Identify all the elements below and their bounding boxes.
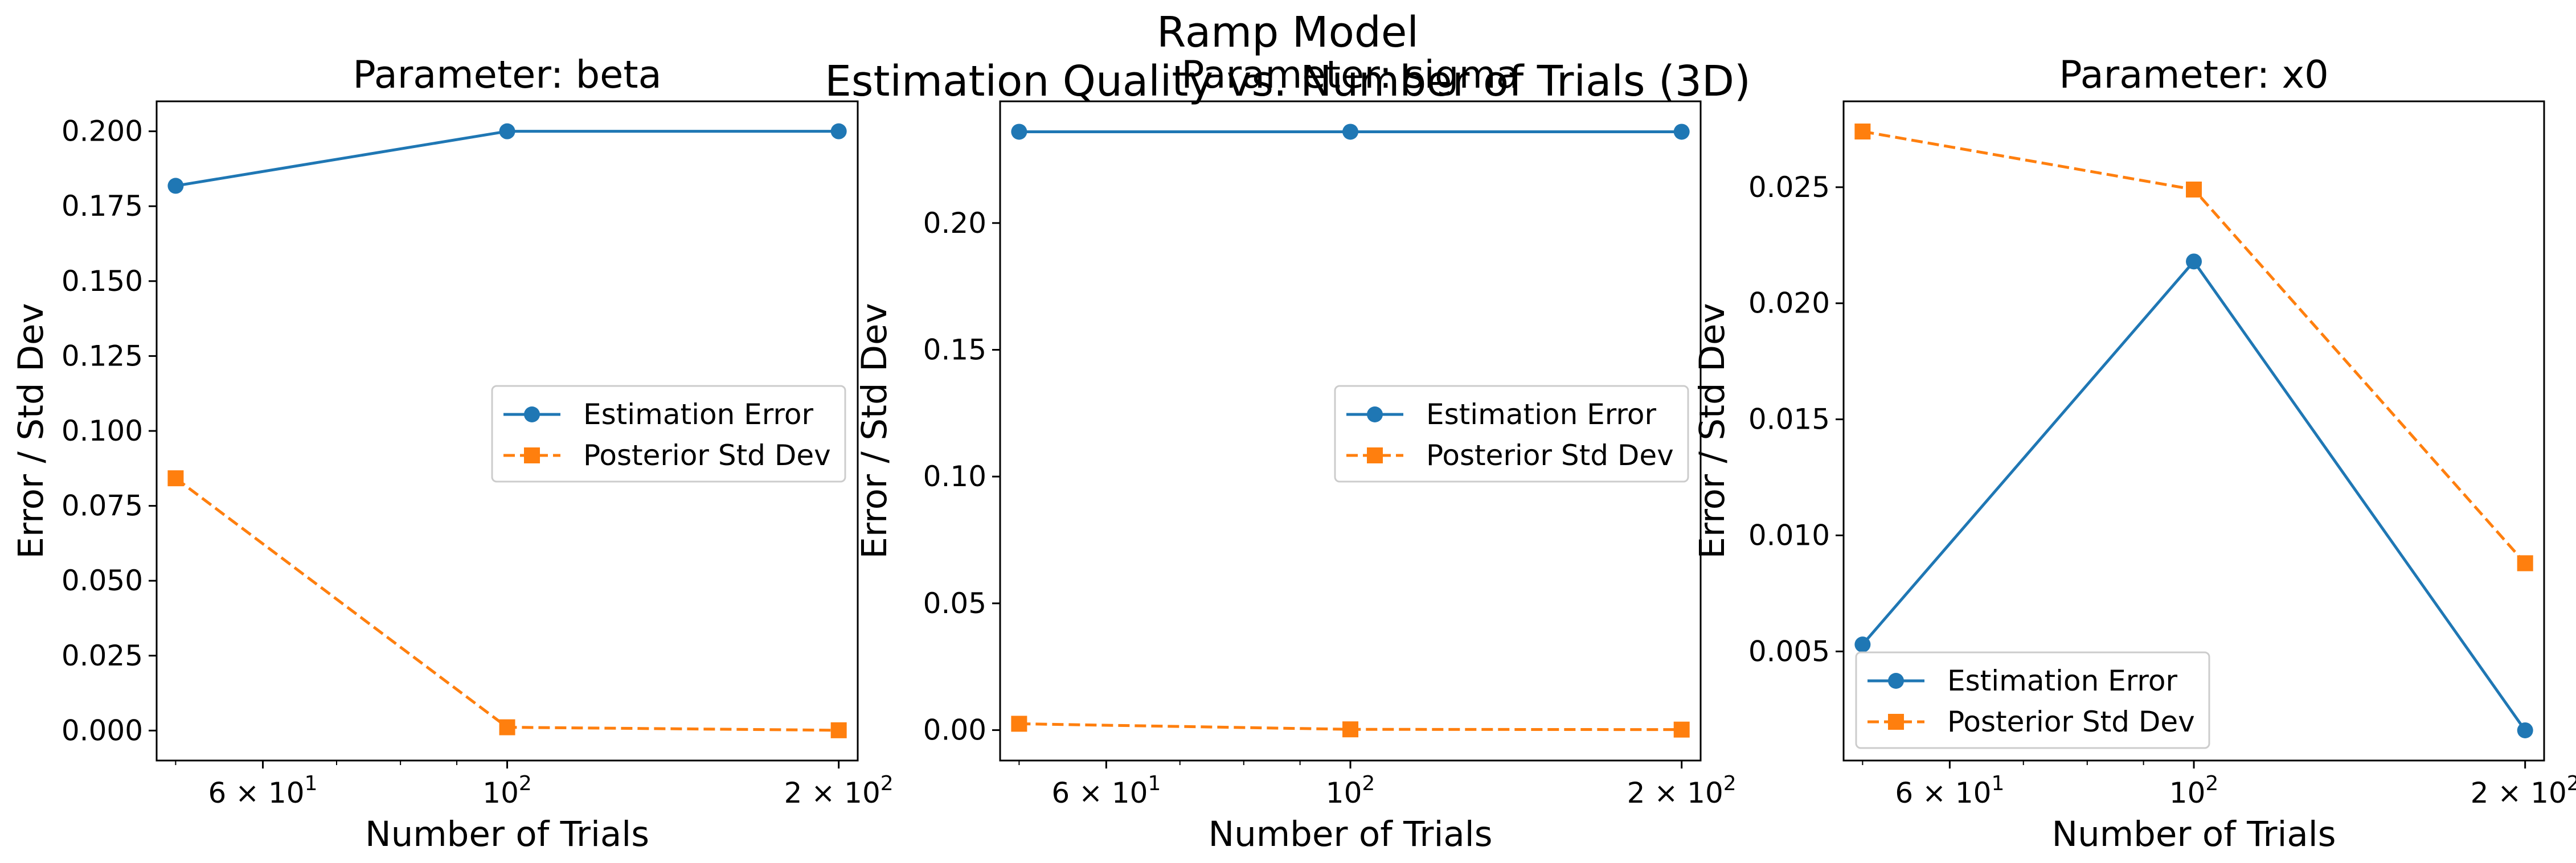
data-point-posterior-std-dev bbox=[830, 722, 847, 738]
legend-box bbox=[491, 385, 846, 483]
x-tick-label: 2 × 102 bbox=[784, 772, 894, 809]
x-tick-label: 6 × 101 bbox=[1051, 772, 1161, 809]
y-tick-label: 0.20 bbox=[923, 207, 986, 240]
y-axis-label: Error / Std Dev bbox=[1692, 303, 1733, 558]
legend-marker bbox=[524, 447, 540, 463]
legend-label: Posterior Std Dev bbox=[583, 439, 831, 472]
y-axis-label: Error / Std Dev bbox=[854, 303, 895, 558]
y-tick-label: 0.05 bbox=[923, 587, 986, 620]
legend: Estimation Error Posterior Std Dev bbox=[1855, 651, 2210, 749]
y-tick-label: 0.100 bbox=[62, 414, 143, 447]
y-tick-label: 0.200 bbox=[62, 115, 143, 148]
axes-frame bbox=[155, 100, 859, 762]
y-tick-label: 0.175 bbox=[62, 190, 143, 223]
x-tick-label: 102 bbox=[2169, 772, 2219, 809]
data-point-estimation-error bbox=[2517, 722, 2533, 738]
legend-label: Estimation Error bbox=[583, 398, 813, 431]
y-tick-label: 0.005 bbox=[1748, 635, 1830, 668]
y-tick-label: 0.15 bbox=[923, 333, 986, 366]
x-tick-label: 102 bbox=[1326, 772, 1375, 809]
x-tick-label: 6 × 101 bbox=[1895, 772, 2004, 809]
data-point-posterior-std-dev bbox=[2517, 555, 2533, 572]
y-tick-label: 0.125 bbox=[62, 339, 143, 372]
figure-title-line-2: Estimation Quality vs. Number of Trials … bbox=[825, 57, 1751, 106]
data-point-posterior-std-dev bbox=[499, 719, 515, 735]
data-point-posterior-std-dev bbox=[167, 470, 184, 487]
data-point-estimation-error bbox=[830, 123, 847, 139]
legend-marker bbox=[524, 406, 540, 422]
series-line-estimation-error bbox=[175, 130, 839, 187]
y-tick-label: 0.025 bbox=[62, 639, 143, 672]
data-point-posterior-std-dev bbox=[1342, 721, 1359, 738]
x-axis-label: Number of Trials bbox=[365, 814, 649, 854]
data-point-estimation-error bbox=[499, 123, 515, 139]
x-axis-label: Number of Trials bbox=[2051, 814, 2336, 854]
subplot-title: Parameter: beta bbox=[353, 52, 661, 97]
legend-marker bbox=[1367, 406, 1383, 422]
x-tick-label: 2 × 102 bbox=[1627, 772, 1737, 809]
legend-label: Posterior Std Dev bbox=[1426, 439, 1674, 472]
legend: Estimation Error Posterior Std Dev bbox=[491, 385, 846, 483]
axes-frame bbox=[1842, 100, 2545, 762]
subplot-2: Parameter: sigma 0.00 0.05 0.10 0.15 0.20 6 × … bbox=[854, 52, 1737, 854]
x-tick-label: 102 bbox=[482, 772, 532, 809]
axes-frame bbox=[999, 100, 1702, 762]
data-point-estimation-error bbox=[2186, 253, 2202, 270]
subplot-1: Parameter: beta 0.000 0.025 0.050 0.075 0.100… bbox=[11, 52, 894, 854]
subplot-panels: Parameter: beta0.0000.0250.0500.0750.100… bbox=[11, 52, 2576, 854]
subplot-title: Parameter: sigma bbox=[1181, 52, 1520, 97]
y-tick-label: 0.000 bbox=[62, 714, 143, 747]
legend-label: Estimation Error bbox=[1947, 664, 2177, 697]
data-point-estimation-error bbox=[1854, 636, 1871, 653]
data-point-posterior-std-dev bbox=[1011, 716, 1027, 732]
legend-label: Estimation Error bbox=[1426, 398, 1656, 431]
legend-box bbox=[1855, 651, 2210, 749]
y-tick-label: 0.010 bbox=[1748, 519, 1830, 552]
legend-label: Posterior Std Dev bbox=[1947, 705, 2195, 738]
x-tick-label: 2 × 102 bbox=[2471, 772, 2576, 809]
y-axis-label: Error / Std Dev bbox=[11, 303, 51, 558]
data-point-posterior-std-dev bbox=[2186, 181, 2202, 198]
y-tick-label: 0.015 bbox=[1748, 403, 1830, 436]
data-point-estimation-error bbox=[1342, 124, 1359, 140]
legend-marker bbox=[1367, 447, 1383, 463]
subplot-3: Parameter: x0 0.005 0.010 0.015 0.020 0.025 6 … bbox=[1692, 52, 2576, 854]
y-tick-label: 0.10 bbox=[923, 460, 986, 493]
legend-marker bbox=[1888, 673, 1904, 689]
subplot-title: Parameter: x0 bbox=[2059, 52, 2329, 97]
y-tick-label: 0.00 bbox=[923, 714, 986, 747]
x-axis-label: Number of Trials bbox=[1208, 814, 1492, 854]
y-tick-label: 0.020 bbox=[1748, 287, 1830, 320]
legend-marker bbox=[1888, 714, 1904, 730]
x-tick-label: 6 × 101 bbox=[208, 772, 318, 809]
y-tick-label: 0.150 bbox=[62, 265, 143, 298]
legend: Estimation Error Posterior Std Dev bbox=[1334, 385, 1689, 483]
data-point-estimation-error bbox=[1673, 124, 1690, 140]
y-tick-label: 0.050 bbox=[62, 564, 143, 597]
data-point-estimation-error bbox=[1011, 124, 1027, 140]
data-point-posterior-std-dev bbox=[1854, 124, 1871, 140]
data-point-estimation-error bbox=[167, 178, 184, 194]
figure-title-line-1: Ramp Model bbox=[1157, 8, 1419, 57]
y-tick-label: 0.075 bbox=[62, 490, 143, 523]
legend-box bbox=[1334, 385, 1689, 483]
data-point-posterior-std-dev bbox=[1673, 721, 1690, 738]
series-line-posterior-std-dev bbox=[174, 477, 839, 732]
y-tick-label: 0.025 bbox=[1748, 171, 1830, 204]
